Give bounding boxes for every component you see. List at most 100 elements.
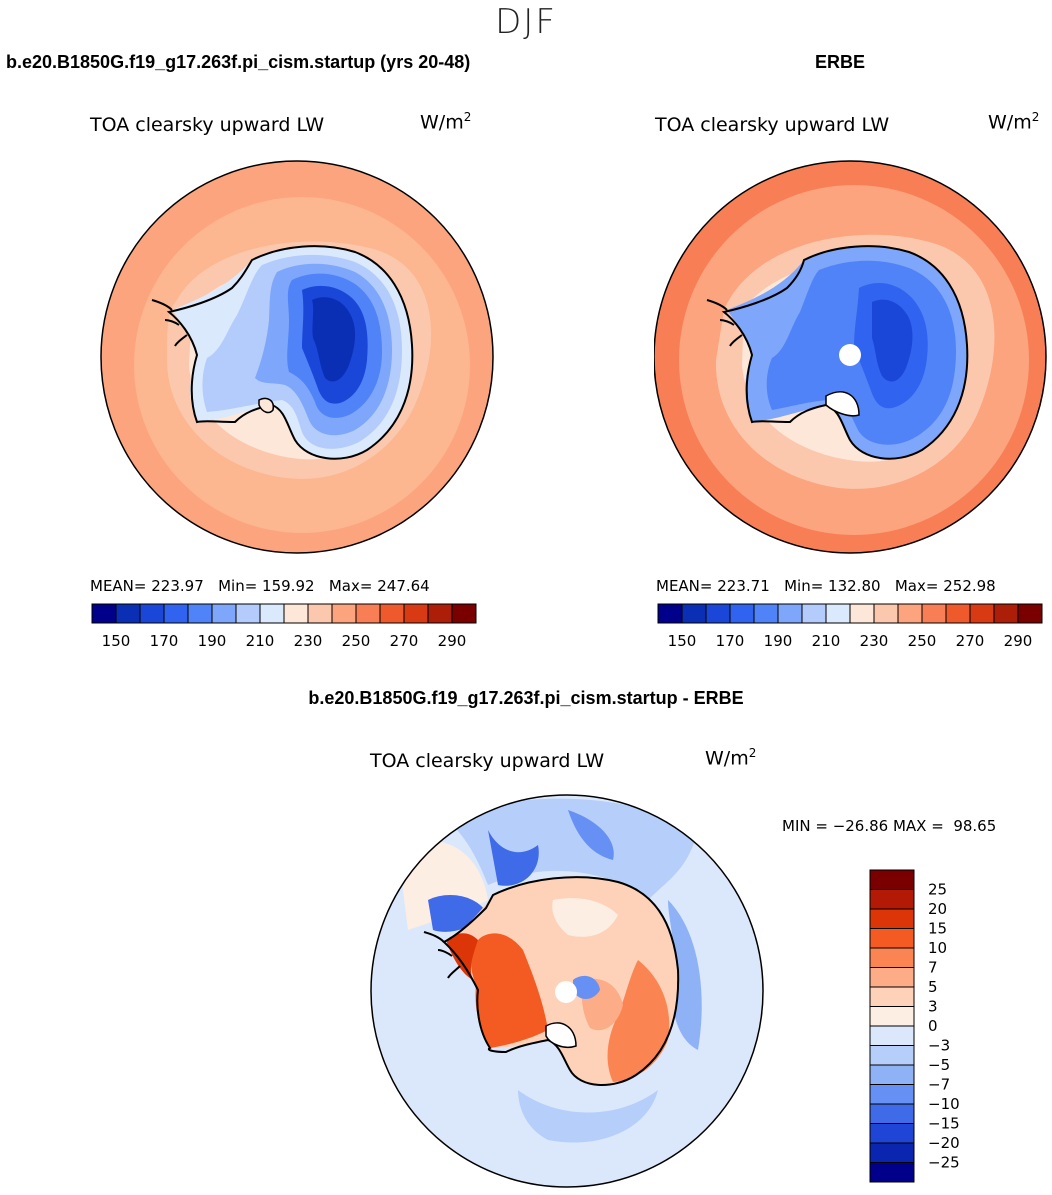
map-peninsula: [423, 931, 461, 979]
map-coastline: [442, 876, 680, 1086]
panel-model-map: [100, 160, 494, 554]
cb-diff-swatch-8: [869, 1025, 915, 1046]
map-cool-patch-2: [568, 810, 614, 860]
map-plateau-core: [872, 299, 913, 382]
cb-obs-swatch-12: [945, 603, 971, 624]
map-cool-ring-east: [668, 900, 702, 1050]
map-boundary: [654, 160, 1047, 554]
panel-model-units: W/m2: [420, 110, 472, 134]
cb-model-swatch-7: [259, 603, 285, 624]
panel-diff-stats: MIN = −26.86 MAX = 98.65: [782, 817, 997, 835]
cb-obs-swatch-8: [849, 603, 875, 624]
cb-model-swatch-11: [355, 603, 381, 624]
cb-diff-swatch-10: [869, 1064, 915, 1085]
cb-diff-tick-label: −7: [928, 1076, 950, 1094]
cb-obs-swatch-0: [657, 603, 683, 624]
cb-obs-tick-label: 250: [908, 632, 937, 650]
cb-obs-swatch-6: [801, 603, 827, 624]
panel-obs-title: ERBE: [815, 52, 866, 72]
panel-diff-map: [370, 794, 764, 1188]
cb-diff-tick-label: 25: [928, 881, 947, 899]
map-peninsula-warm: [446, 933, 478, 980]
cb-diff-tick-label: 15: [928, 920, 947, 938]
cb-obs-swatch-1: [681, 603, 707, 624]
cb-obs-swatch-15: [1017, 603, 1043, 624]
map-ice-shelf: [825, 391, 860, 417]
cb-model-swatch-3: [163, 603, 189, 624]
cb-diff-swatch-13: [869, 1123, 915, 1144]
panel-model-stats: MEAN= 223.97 Min= 159.92 Max= 247.64: [90, 577, 430, 595]
cb-diff-swatch-15: [869, 1162, 915, 1183]
cb-diff-swatch-6: [869, 986, 915, 1007]
cb-obs-swatch-10: [897, 603, 923, 624]
cb-diff-swatch-1: [869, 889, 915, 910]
cb-obs-swatch-11: [921, 603, 947, 624]
cb-model-swatch-0: [91, 603, 117, 624]
cb-diff-tick-label: 0: [928, 1017, 938, 1035]
map-plateau-core: [312, 297, 356, 382]
cb-obs-swatch-7: [825, 603, 851, 624]
panel-model-colorbar: 150 170 190 210 230 250 270 290: [91, 603, 477, 650]
cb-model-swatch-2: [139, 603, 165, 624]
cb-model-swatch-10: [331, 603, 357, 624]
map-boundary: [100, 160, 494, 554]
map-pole-hole: [839, 344, 861, 366]
cb-diff-tick-label: 3: [928, 998, 938, 1016]
map-ice-shelf: [258, 397, 275, 414]
panel-diff-title: b.e20.B1850G.f19_g17.263f.pi_cism.startu…: [308, 688, 744, 708]
cb-model-swatch-1: [115, 603, 141, 624]
panel-model-variable: TOA clearsky upward LW: [90, 114, 325, 136]
cb-obs-tick-label: 210: [812, 632, 841, 650]
cb-diff-swatch-0: [869, 869, 915, 890]
cb-diff-tick-label: 10: [928, 939, 947, 957]
cb-diff-tick-label: −5: [928, 1056, 950, 1074]
panel-obs-colorbar: 150 170 190 210 230 250 270 290: [657, 603, 1043, 650]
cb-diff-tick-label: −3: [928, 1037, 950, 1055]
map-east-warm: [607, 960, 670, 1082]
panel-diff-units: W/m2: [705, 746, 757, 770]
cb-diff-tick-label: −20: [928, 1134, 960, 1152]
cb-diff-swatch-4: [869, 947, 915, 968]
map-peninsula: [706, 299, 743, 347]
map-cool-patch-1: [488, 830, 539, 886]
season-title: DJF: [495, 2, 557, 42]
cb-model-swatch-9: [307, 603, 333, 624]
cb-diff-tick-label: −15: [928, 1115, 960, 1133]
map-peninsula: [151, 299, 188, 347]
cb-diff-tick-label: 20: [928, 900, 947, 918]
map-interior-neutral: [552, 898, 618, 937]
cb-diff-tick-label: 5: [928, 978, 938, 996]
cb-obs-tick-label: 270: [956, 632, 985, 650]
cb-model-swatch-14: [427, 603, 453, 624]
cb-model-tick-label: 150: [102, 632, 131, 650]
map-ice-shelf: [545, 1022, 577, 1048]
map-pole-hole: [555, 981, 577, 1003]
cb-obs-tick-label: 230: [860, 632, 889, 650]
map-cool-ring-south: [518, 1090, 658, 1143]
cb-obs-swatch-3: [729, 603, 755, 624]
cb-diff-swatch-9: [869, 1045, 915, 1066]
cb-model-tick-label: 190: [198, 632, 227, 650]
cb-model-tick-label: 270: [390, 632, 419, 650]
cb-diff-swatch-11: [869, 1084, 915, 1105]
cb-diff-swatch-5: [869, 967, 915, 988]
cb-obs-swatch-13: [969, 603, 995, 624]
cb-model-swatch-6: [235, 603, 261, 624]
panel-obs-map: [654, 160, 1047, 554]
cb-model-tick-label: 170: [150, 632, 179, 650]
cb-obs-swatch-14: [993, 603, 1019, 624]
cb-obs-swatch-5: [777, 603, 803, 624]
cb-diff-swatch-12: [869, 1103, 915, 1124]
panel-model-title: b.e20.B1850G.f19_g17.263f.pi_cism.startu…: [6, 52, 471, 72]
cb-model-tick-label: 230: [294, 632, 323, 650]
cb-obs-swatch-4: [753, 603, 779, 624]
cb-diff-tick-label: −10: [928, 1095, 960, 1113]
cb-diff-swatch-2: [869, 908, 915, 929]
map-west-warm: [471, 933, 548, 1048]
cb-model-tick-label: 290: [438, 632, 467, 650]
cb-model-swatch-15: [451, 603, 477, 624]
cb-model-swatch-5: [211, 603, 237, 624]
cb-obs-swatch-9: [873, 603, 899, 624]
cb-diff-swatch-14: [869, 1142, 915, 1163]
cb-model-swatch-4: [187, 603, 213, 624]
